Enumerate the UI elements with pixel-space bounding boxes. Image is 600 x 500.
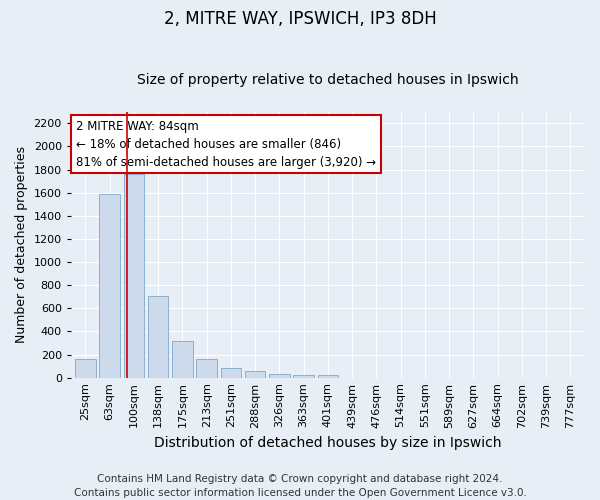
Bar [75, 359, 95, 378]
Bar [196, 359, 217, 378]
Text: 2 MITRE WAY: 84sqm
← 18% of detached houses are smaller (846)
81% of semi-detach: 2 MITRE WAY: 84sqm ← 18% of detached hou… [76, 120, 376, 169]
Title: Size of property relative to detached houses in Ipswich: Size of property relative to detached ho… [137, 73, 519, 87]
Bar [221, 368, 241, 378]
Text: 2, MITRE WAY, IPSWICH, IP3 8DH: 2, MITRE WAY, IPSWICH, IP3 8DH [164, 10, 436, 28]
Bar [124, 174, 144, 378]
Bar [172, 342, 193, 378]
Bar [317, 376, 338, 378]
Bar [269, 374, 290, 378]
Bar [293, 376, 314, 378]
Y-axis label: Number of detached properties: Number of detached properties [15, 146, 28, 343]
Bar [148, 296, 169, 378]
Text: Contains HM Land Registry data © Crown copyright and database right 2024.
Contai: Contains HM Land Registry data © Crown c… [74, 474, 526, 498]
Bar [245, 372, 265, 378]
Bar [100, 194, 120, 378]
X-axis label: Distribution of detached houses by size in Ipswich: Distribution of detached houses by size … [154, 436, 502, 450]
